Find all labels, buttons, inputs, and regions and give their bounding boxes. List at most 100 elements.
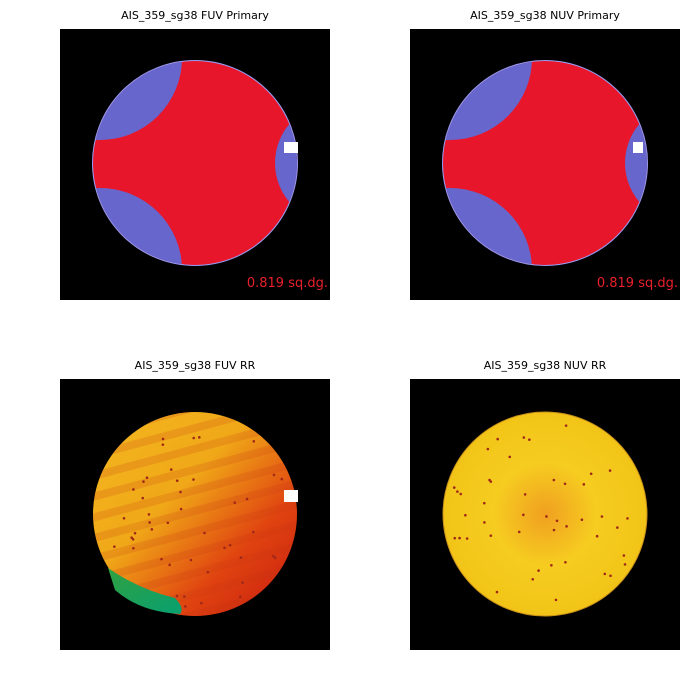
dot — [489, 534, 493, 537]
dot — [589, 472, 593, 476]
dot — [160, 557, 163, 561]
dot — [223, 546, 226, 550]
dot — [522, 436, 526, 439]
dot — [147, 513, 151, 516]
dot — [523, 493, 527, 496]
notch — [284, 142, 298, 153]
dot — [252, 440, 256, 443]
panel: AIS_359_sg38 NUV Primary 0.819 sq.dg. — [410, 9, 680, 300]
dot — [161, 437, 165, 441]
dot — [550, 563, 553, 567]
panel-title: AIS_359_sg38 FUV RR — [135, 359, 256, 372]
dot — [482, 501, 486, 505]
dot — [496, 437, 499, 441]
dot — [238, 595, 242, 599]
panel-title: AIS_359_sg38 FUV Primary — [121, 9, 269, 22]
dot — [132, 546, 135, 550]
primary-region — [443, 61, 647, 265]
dot — [545, 515, 548, 518]
dot — [616, 526, 619, 529]
dot — [459, 492, 463, 496]
panel: AIS_359_sg38 NUV RR — [410, 359, 680, 650]
dot — [189, 558, 193, 562]
panel: AIS_359_sg38 FUV RR — [60, 359, 330, 650]
tab — [457, 147, 469, 158]
notch — [633, 142, 643, 153]
dot — [564, 424, 568, 427]
dot — [113, 545, 116, 548]
rr-low — [108, 568, 182, 614]
dot — [555, 519, 559, 523]
dot — [183, 595, 186, 598]
dot — [273, 556, 277, 560]
notch — [284, 490, 298, 502]
dot — [272, 473, 276, 477]
dot — [148, 521, 151, 524]
dot — [595, 534, 599, 538]
dot — [179, 507, 183, 511]
dot — [131, 538, 135, 541]
dot — [175, 479, 179, 482]
dot — [145, 476, 149, 480]
dot — [168, 563, 171, 567]
dot — [537, 569, 540, 572]
dot — [508, 455, 512, 459]
dot — [600, 515, 604, 518]
dot — [456, 490, 459, 493]
panel: AIS_359_sg38 FUV Primary 0.819 sq.dg. — [60, 9, 330, 300]
dot — [122, 516, 126, 520]
dot — [517, 530, 521, 534]
dot — [564, 560, 567, 564]
dot — [458, 536, 461, 540]
panel-title: AIS_359_sg38 NUV Primary — [470, 9, 620, 22]
dot — [608, 469, 612, 472]
dot — [486, 447, 490, 451]
dots — [113, 424, 629, 608]
dot — [582, 483, 586, 486]
dot — [166, 521, 170, 525]
dot — [233, 501, 237, 504]
dot — [175, 594, 179, 598]
dot — [141, 496, 145, 500]
dot — [161, 443, 165, 446]
dot — [192, 478, 195, 481]
dot — [150, 528, 154, 531]
primary-region — [93, 61, 297, 265]
dot — [495, 590, 499, 594]
dot — [565, 525, 568, 528]
dot — [239, 556, 243, 559]
dot — [206, 570, 210, 574]
dot — [179, 490, 182, 494]
dot — [132, 488, 135, 491]
dot — [522, 513, 525, 517]
dot — [228, 543, 232, 547]
area-label: 0.819 sq.dg. — [247, 276, 328, 291]
dot — [554, 598, 558, 602]
dot — [483, 521, 486, 524]
dot — [609, 574, 612, 578]
dot — [622, 554, 626, 557]
dot — [142, 480, 145, 483]
dot — [251, 530, 255, 534]
dot — [245, 497, 249, 501]
dot — [197, 436, 201, 439]
dot — [183, 605, 187, 608]
dot — [552, 478, 556, 482]
dot — [241, 581, 244, 584]
tab — [107, 147, 119, 158]
dot — [528, 438, 531, 441]
dot — [280, 477, 284, 481]
dot — [192, 436, 196, 440]
dot — [464, 513, 467, 517]
dot — [623, 563, 627, 566]
dot — [453, 536, 457, 540]
dot — [531, 577, 535, 581]
dot — [626, 517, 629, 520]
dot — [200, 601, 203, 605]
dot — [203, 531, 206, 535]
rr-stripes — [93, 412, 297, 616]
area-label: 0.819 sq.dg. — [597, 276, 678, 291]
panel-title: AIS_359_sg38 NUV RR — [484, 359, 607, 372]
dot — [452, 486, 456, 489]
dot — [563, 482, 567, 486]
